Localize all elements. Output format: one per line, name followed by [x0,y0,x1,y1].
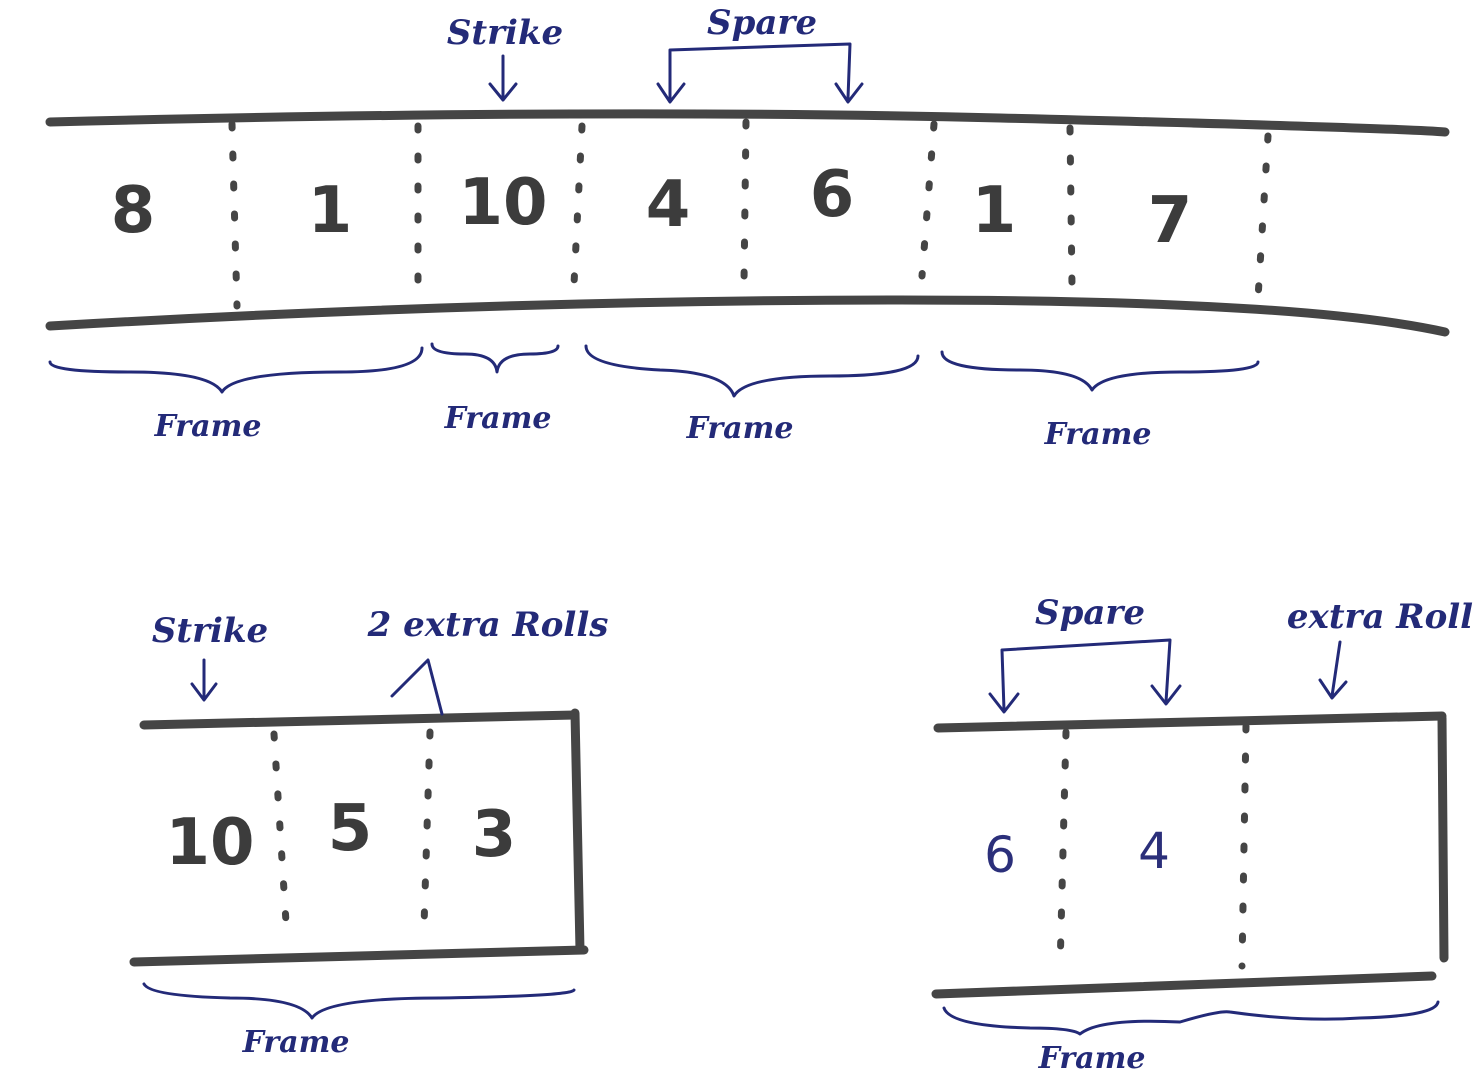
frame-label: Frame [242,1025,350,1060]
frame-label: Frame [1038,1041,1146,1076]
extra-rolls-label: 2 extra Rolls [367,605,609,645]
cell-divider [420,728,434,930]
extra-rolls-pointer [390,658,444,716]
roll-value: 1 [308,174,353,248]
strike-label: Strike [152,611,268,651]
roll-value: 10 [458,166,547,240]
box-top-line [139,710,580,730]
spare-arrow-icon [988,692,1020,714]
cell-divider [918,120,938,280]
scoreboard-top-line [45,109,1450,137]
roll-value: 7 [1148,184,1193,258]
frame-brace [584,344,920,398]
roll-value: 3 [472,798,517,872]
last-frame-strike-box: 10 5 3 Strike 2 extra Rolls Frame [129,605,609,1060]
box-top-line [933,711,1447,733]
frame-brace [940,350,1260,392]
spare-arrow-icon [834,82,864,104]
scoreboard-strip: 8 1 10 4 6 1 7 Strike Spare Frame Frame … [45,3,1450,452]
frame-brace [142,982,576,1020]
frame-label: Frame [686,411,794,446]
box-right-line [570,708,585,955]
box-bottom-line [931,971,1437,999]
roll-value: 10 [165,806,254,880]
spare-arrow-icon [656,82,686,104]
spare-bracket [1000,638,1172,712]
cell-divider [270,730,290,926]
spare-label: Spare [1035,593,1145,633]
spare-label: Spare [707,3,817,43]
scoreboard-bottom-line [45,295,1450,337]
box-right-line [1437,713,1449,963]
cell-divider [1056,728,1070,974]
frame-brace [48,346,424,394]
roll-value: 1 [972,174,1017,248]
extra-roll-arrow-icon [1318,640,1348,700]
box-bottom-line [129,945,589,967]
frame-label: Frame [154,409,262,444]
roll-value: 5 [328,792,373,866]
spare-arrow-icon [1150,684,1182,706]
frame-label: Frame [444,401,552,436]
roll-value: 6 [810,158,855,232]
cell-divider [1238,722,1250,970]
cell-divider [228,120,241,310]
cell-divider [570,122,586,288]
strike-arrow-icon [488,54,518,102]
frame-brace [942,1000,1440,1036]
roll-value: 6 [984,826,1016,884]
roll-value: 4 [1138,822,1170,880]
cell-divider [1066,124,1076,290]
frame-brace [430,342,560,374]
extra-roll-label: extra Roll [1287,597,1473,637]
frame-label: Frame [1044,417,1152,452]
strike-label: Strike [447,13,563,53]
spare-bracket [668,42,852,100]
roll-value: 8 [111,174,156,248]
roll-value: 4 [646,168,691,242]
cell-divider [1254,132,1272,302]
last-frame-spare-box: 6 4 Spare extra Roll Frame [931,593,1473,1076]
strike-arrow-icon [190,658,218,702]
cell-divider [740,118,750,286]
